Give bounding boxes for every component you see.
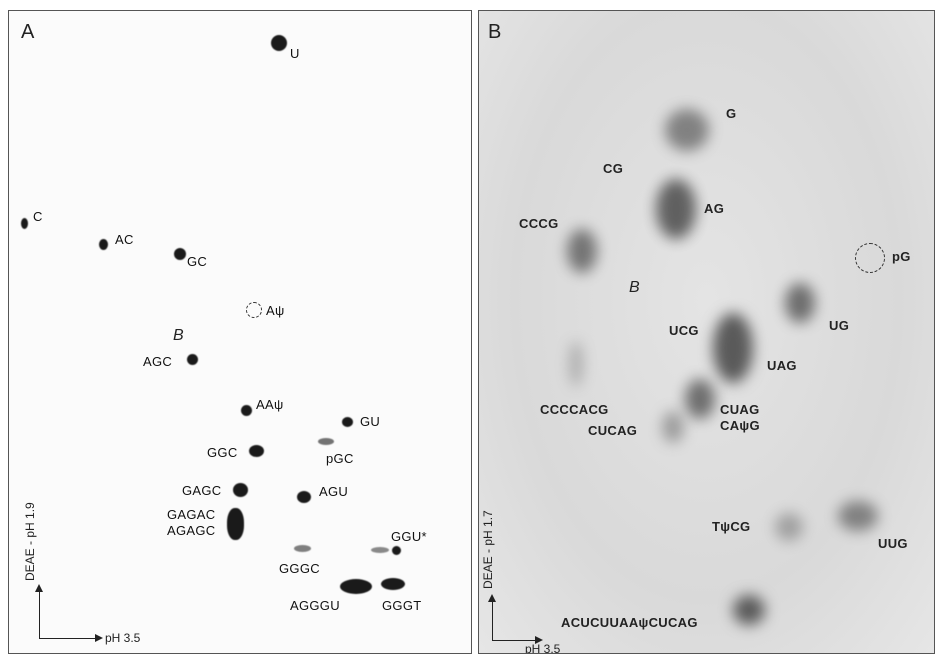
panel-b-label: B <box>488 21 502 43</box>
marker-b-b: B <box>629 279 640 296</box>
label-apsi: Aψ <box>266 303 285 318</box>
spot-gc <box>174 248 186 260</box>
label-ggc: GGC <box>207 445 238 460</box>
spot-ug <box>785 283 815 323</box>
label-ac: AC <box>115 232 134 247</box>
spot-ucg <box>713 313 753 383</box>
label-agu: AGU <box>319 484 349 499</box>
panel-a: A U C AC GC Aψ B AGC AAψ GU GGC pGC GAGC… <box>8 10 472 654</box>
label-c: C <box>33 209 43 224</box>
label-gggt: GGGT <box>382 598 422 613</box>
x-axis-line-b <box>492 640 536 641</box>
x-axis-line-a <box>39 638 95 639</box>
label-ggu: GGU* <box>391 529 427 544</box>
label-agc: AGC <box>143 354 173 369</box>
label-pgc: pGC <box>326 451 354 466</box>
spot-ag <box>656 179 696 239</box>
label-uag: UAG <box>767 358 797 373</box>
spot-gagc <box>233 483 248 497</box>
label-gggc: GGGC <box>279 561 320 576</box>
label-aapsi: AAψ <box>256 397 284 412</box>
spot-c <box>21 218 28 229</box>
spot-pgc <box>318 438 334 445</box>
spot-g <box>665 109 709 151</box>
label-ccccacg: CCCCACG <box>540 402 609 417</box>
x-axis-arrow-b <box>535 636 543 644</box>
label-gu: GU <box>360 414 381 429</box>
label-g: G <box>726 106 737 121</box>
y-axis-label-a: DEAE - pH 1.9 <box>23 502 37 581</box>
spot-pg-circle <box>855 243 885 273</box>
spot-agc <box>187 354 198 365</box>
label-cuag: CUAG <box>720 402 760 417</box>
label-uug: UUG <box>878 536 908 551</box>
spot-ggc <box>249 445 264 457</box>
label-capsig: CAψG <box>720 418 760 433</box>
x-axis-label-b: pH 3.5 <box>525 642 561 654</box>
label-ug: UG <box>829 318 850 333</box>
spot-uug <box>838 501 878 531</box>
label-agagc: AGAGC <box>167 523 216 538</box>
label-gagc: GAGC <box>182 483 222 498</box>
spot-u <box>271 35 287 51</box>
label-cucag: CUCAG <box>588 423 638 438</box>
label-tpsicg: TψCG <box>712 519 751 534</box>
spot-apsi-circle <box>246 302 262 318</box>
spot-cuag <box>685 379 715 419</box>
y-axis-line-a <box>39 591 40 639</box>
label-pg: pG <box>892 249 911 264</box>
panel-a-label: A <box>21 21 35 43</box>
spot-gu <box>342 417 353 427</box>
label-ag: AG <box>704 201 725 216</box>
label-long: ACUCUUAAψCUCAG <box>561 615 698 630</box>
marker-b-a: B <box>173 327 184 344</box>
spot-long <box>733 595 765 625</box>
spot-gagac-agagc <box>227 508 244 540</box>
spot-ggu-faint <box>371 547 389 553</box>
spot-faint <box>569 341 583 387</box>
label-gc: GC <box>187 254 208 269</box>
y-axis-label-b: DEAE - pH 1.7 <box>481 510 495 589</box>
spot-gggc <box>294 545 311 552</box>
y-axis-arrow-a <box>35 584 43 592</box>
spot-aapsi <box>241 405 252 416</box>
spot-cccg <box>567 229 597 273</box>
panel-b: B G CG AG CCCG pG B UG UCG UAG CUAG CAψG… <box>478 10 935 654</box>
spot-ac <box>99 239 108 250</box>
label-cccg: CCCG <box>519 216 559 231</box>
label-ucg: UCG <box>669 323 699 338</box>
x-axis-label-a: pH 3.5 <box>105 631 141 645</box>
label-gagac: GAGAC <box>167 507 216 522</box>
y-axis-line-b <box>492 601 493 641</box>
label-cg: CG <box>603 161 624 176</box>
label-u: U <box>290 46 300 61</box>
label-agggu: AGGGU <box>290 598 340 613</box>
spot-gggt <box>381 578 405 590</box>
spot-cucag <box>662 411 684 443</box>
spot-tpsicg <box>775 513 803 541</box>
spot-agggu <box>340 579 372 594</box>
y-axis-arrow-b <box>488 594 496 602</box>
x-axis-arrow-a <box>95 634 103 642</box>
spot-agu <box>297 491 311 503</box>
spot-ggu <box>392 546 401 555</box>
